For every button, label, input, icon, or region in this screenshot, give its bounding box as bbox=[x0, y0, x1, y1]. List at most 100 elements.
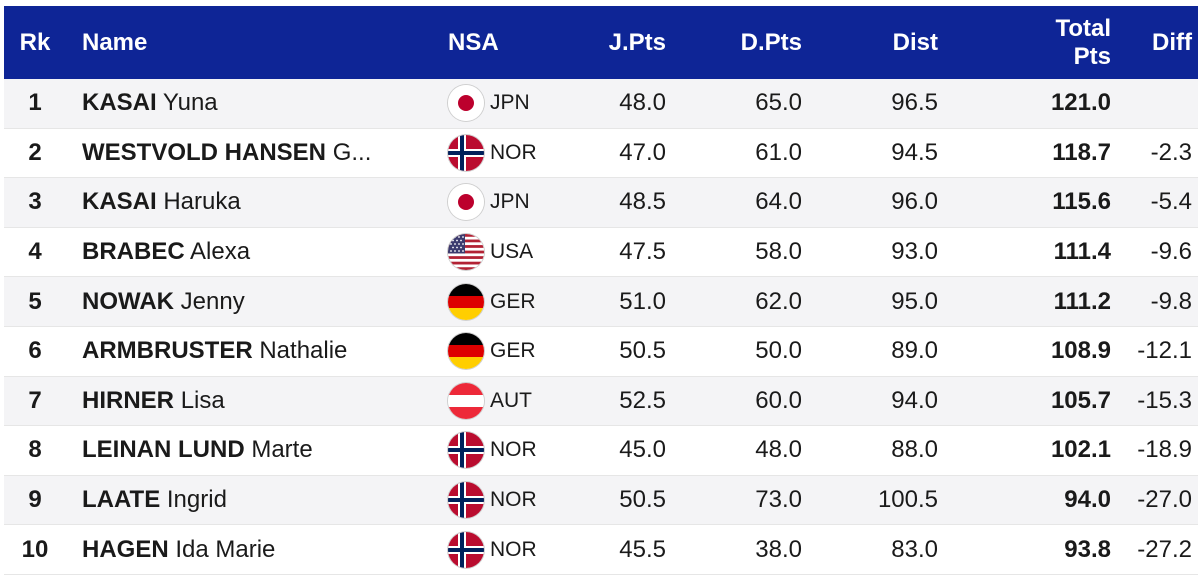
athlete-name[interactable]: KASAI Yuna bbox=[66, 89, 426, 117]
dist-cell: 96.0 bbox=[891, 188, 938, 216]
total-pts-cell: 105.7 bbox=[1050, 386, 1111, 414]
table-row[interactable]: 7 HIRNER Lisa AUT 52.5 60.0 94.0 105.7 -15.3 bbox=[4, 376, 1198, 427]
table-row[interactable]: 3 KASAI Haruka JPN 48.5 64.0 96.0 115.6 -5.4 bbox=[4, 178, 1198, 228]
nsa-code: NOR bbox=[490, 488, 537, 512]
table-row[interactable]: 8 LEINAN LUND Marte NOR 45.0 48.0 88.0 102.1 -1… bbox=[4, 426, 1198, 476]
athlete-name[interactable]: LEINAN LUND Marte bbox=[66, 436, 426, 464]
athlete-last-name: WESTVOLD HANSEN bbox=[82, 138, 327, 166]
nsa-code: USA bbox=[490, 240, 534, 264]
jpts-cell: 51.0 bbox=[619, 287, 666, 315]
athlete-name[interactable]: WESTVOLD HANSEN G... bbox=[66, 139, 426, 167]
rank-cell: 3 bbox=[28, 188, 42, 216]
nsa-cell: NOR bbox=[426, 532, 556, 568]
athlete-name[interactable]: NOWAK Jenny bbox=[66, 288, 426, 316]
dpts-cell: 73.0 bbox=[755, 486, 802, 514]
dist-cell: 95.0 bbox=[891, 287, 938, 315]
athlete-last-name: BRABEC bbox=[82, 238, 185, 266]
header-total-line1: Total bbox=[1055, 14, 1111, 42]
header-diff[interactable]: Diff bbox=[1152, 28, 1192, 56]
nsa-code: AUT bbox=[490, 388, 532, 412]
athlete-name[interactable]: BRABEC Alexa bbox=[66, 238, 426, 266]
athlete-name[interactable]: HIRNER Lisa bbox=[66, 387, 426, 415]
athlete-name[interactable]: LAATE Ingrid bbox=[66, 486, 426, 514]
header-jpts[interactable]: J.Pts bbox=[608, 28, 666, 56]
jpts-cell: 52.5 bbox=[619, 386, 666, 414]
rank-cell: 7 bbox=[28, 386, 42, 414]
jpts-cell: 47.5 bbox=[619, 238, 666, 266]
rank-cell: 5 bbox=[28, 287, 42, 315]
dist-cell: 100.5 bbox=[877, 486, 938, 514]
dpts-cell: 64.0 bbox=[755, 188, 802, 216]
table-body: 1 KASAI Yuna JPN 48.0 65.0 96.5 121.0 2 WESTVOLD… bbox=[4, 79, 1198, 575]
diff-cell: -12.1 bbox=[1137, 337, 1192, 365]
dpts-cell: 60.0 bbox=[755, 386, 802, 414]
usa-flag-icon bbox=[448, 234, 484, 270]
athlete-last-name: KASAI bbox=[82, 188, 157, 216]
ger-flag-icon bbox=[448, 333, 484, 369]
total-pts-cell: 94.0 bbox=[1064, 486, 1111, 514]
diff-cell: -2.3 bbox=[1150, 138, 1192, 166]
diff-cell: -27.0 bbox=[1137, 486, 1192, 514]
dpts-cell: 38.0 bbox=[755, 535, 802, 563]
nsa-cell: NOR bbox=[426, 482, 556, 518]
dpts-cell: 65.0 bbox=[755, 89, 802, 117]
total-pts-cell: 121.0 bbox=[1050, 89, 1111, 117]
nsa-cell: NOR bbox=[426, 432, 556, 468]
jpts-cell: 48.0 bbox=[619, 89, 666, 117]
jpts-cell: 47.0 bbox=[619, 138, 666, 166]
dist-cell: 89.0 bbox=[891, 337, 938, 365]
nsa-cell: JPN bbox=[426, 85, 556, 121]
nsa-code: GER bbox=[490, 339, 536, 363]
rank-cell: 8 bbox=[28, 436, 42, 464]
nsa-code: NOR bbox=[490, 140, 537, 164]
header-total-line2: Pts bbox=[1073, 42, 1111, 70]
nsa-code: JPN bbox=[490, 91, 530, 115]
header-dpts[interactable]: D.Pts bbox=[740, 28, 802, 56]
dpts-cell: 50.0 bbox=[755, 337, 802, 365]
athlete-first-name: Ingrid bbox=[166, 486, 227, 514]
table-row[interactable]: 10 HAGEN Ida Marie NOR 45.5 38.0 83.0 93.8 -27.… bbox=[4, 525, 1198, 575]
header-name[interactable]: Name bbox=[82, 28, 148, 56]
nsa-cell: NOR bbox=[426, 135, 556, 171]
dist-cell: 93.0 bbox=[891, 238, 938, 266]
athlete-last-name: KASAI bbox=[82, 89, 157, 117]
dpts-cell: 58.0 bbox=[755, 238, 802, 266]
table-row[interactable]: 5 NOWAK Jenny GER 51.0 62.0 95.0 111.2 -9.8 bbox=[4, 277, 1198, 327]
total-pts-cell: 115.6 bbox=[1052, 188, 1111, 216]
nsa-code: NOR bbox=[490, 438, 537, 462]
nsa-cell: GER bbox=[426, 284, 556, 320]
header-total-pts[interactable]: Total Pts bbox=[938, 15, 1111, 71]
diff-cell: -27.2 bbox=[1137, 535, 1192, 563]
aut-flag-icon bbox=[448, 383, 484, 419]
athlete-name[interactable]: KASAI Haruka bbox=[66, 188, 426, 216]
jpts-cell: 48.5 bbox=[619, 188, 666, 216]
table-row[interactable]: 6 ARMBRUSTER Nathalie GER 50.5 50.0 89.0 108.9… bbox=[4, 326, 1198, 377]
dpts-cell: 48.0 bbox=[755, 436, 802, 464]
total-pts-cell: 93.8 bbox=[1064, 535, 1111, 563]
total-pts-cell: 111.2 bbox=[1053, 287, 1111, 315]
dist-cell: 94.0 bbox=[891, 386, 938, 414]
diff-cell: -9.6 bbox=[1150, 238, 1192, 266]
table-row[interactable]: 1 KASAI Yuna JPN 48.0 65.0 96.5 121.0 bbox=[4, 79, 1198, 129]
rank-cell: 6 bbox=[28, 337, 42, 365]
header-dist[interactable]: Dist bbox=[892, 28, 938, 56]
athlete-last-name: HIRNER bbox=[82, 386, 175, 414]
athlete-first-name: Ida Marie bbox=[175, 535, 276, 563]
table-row[interactable]: 9 LAATE Ingrid NOR 50.5 73.0 100.5 94.0 -27.0 bbox=[4, 475, 1198, 526]
dpts-cell: 61.0 bbox=[755, 138, 802, 166]
athlete-name[interactable]: HAGEN Ida Marie bbox=[66, 536, 426, 564]
header-nsa[interactable]: NSA bbox=[448, 28, 499, 56]
dpts-cell: 62.0 bbox=[755, 287, 802, 315]
nsa-code: NOR bbox=[490, 537, 537, 561]
table-row[interactable]: 4 BRABEC Alexa USA 47.5 58.0 93.0 111.4 -9.6 bbox=[4, 227, 1198, 278]
jpts-cell: 45.0 bbox=[619, 436, 666, 464]
athlete-name[interactable]: ARMBRUSTER Nathalie bbox=[66, 337, 426, 365]
dist-cell: 94.5 bbox=[891, 138, 938, 166]
jpts-cell: 45.5 bbox=[619, 535, 666, 563]
athlete-last-name: ARMBRUSTER bbox=[82, 337, 253, 365]
athlete-last-name: LEINAN LUND bbox=[82, 436, 245, 464]
diff-cell: -15.3 bbox=[1137, 386, 1192, 414]
rank-cell: 2 bbox=[28, 138, 42, 166]
header-rk[interactable]: Rk bbox=[19, 28, 51, 56]
table-row[interactable]: 2 WESTVOLD HANSEN G... NOR 47.0 61.0 94.5 118.… bbox=[4, 128, 1198, 179]
